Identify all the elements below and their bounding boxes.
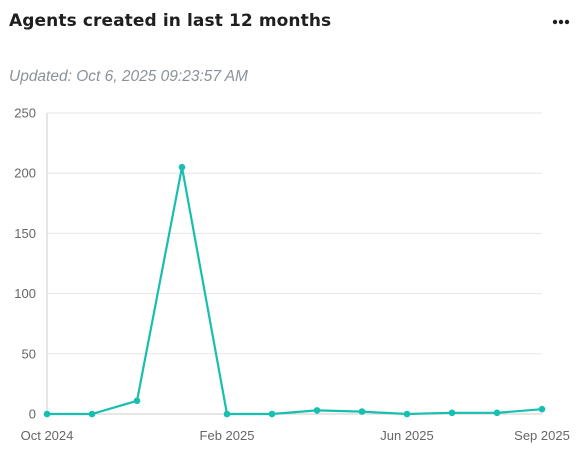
more-horizontal-icon <box>552 19 570 25</box>
more-options-button[interactable] <box>548 10 574 34</box>
x-tick-label: Sep 2025 <box>514 428 570 443</box>
y-tick-label: 0 <box>29 407 36 422</box>
y-tick-label: 150 <box>14 226 36 241</box>
data-point <box>178 163 186 171</box>
chart-title: Agents created in last 12 months <box>9 11 332 31</box>
y-tick-label: 200 <box>14 166 36 181</box>
data-point <box>313 407 321 414</box>
y-tick-label: 100 <box>14 286 36 301</box>
data-point <box>88 410 96 418</box>
data-point <box>358 408 366 415</box>
y-tick-label: 50 <box>22 346 36 361</box>
data-point <box>538 405 546 413</box>
data-point <box>133 397 141 405</box>
data-point <box>223 410 231 418</box>
data-point <box>268 410 276 418</box>
data-point <box>403 410 411 418</box>
series-line <box>45 166 544 416</box>
updated-timestamp: Updated: Oct 6, 2025 09:23:57 AM <box>9 68 248 85</box>
data-point <box>448 409 456 417</box>
x-tick-label: Jun 2025 <box>380 428 434 443</box>
data-point <box>493 409 501 417</box>
data-point <box>43 410 51 418</box>
x-tick-label: Oct 2024 <box>21 428 74 443</box>
y-tick-label: 250 <box>14 106 36 121</box>
x-tick-label: Feb 2025 <box>200 428 255 443</box>
